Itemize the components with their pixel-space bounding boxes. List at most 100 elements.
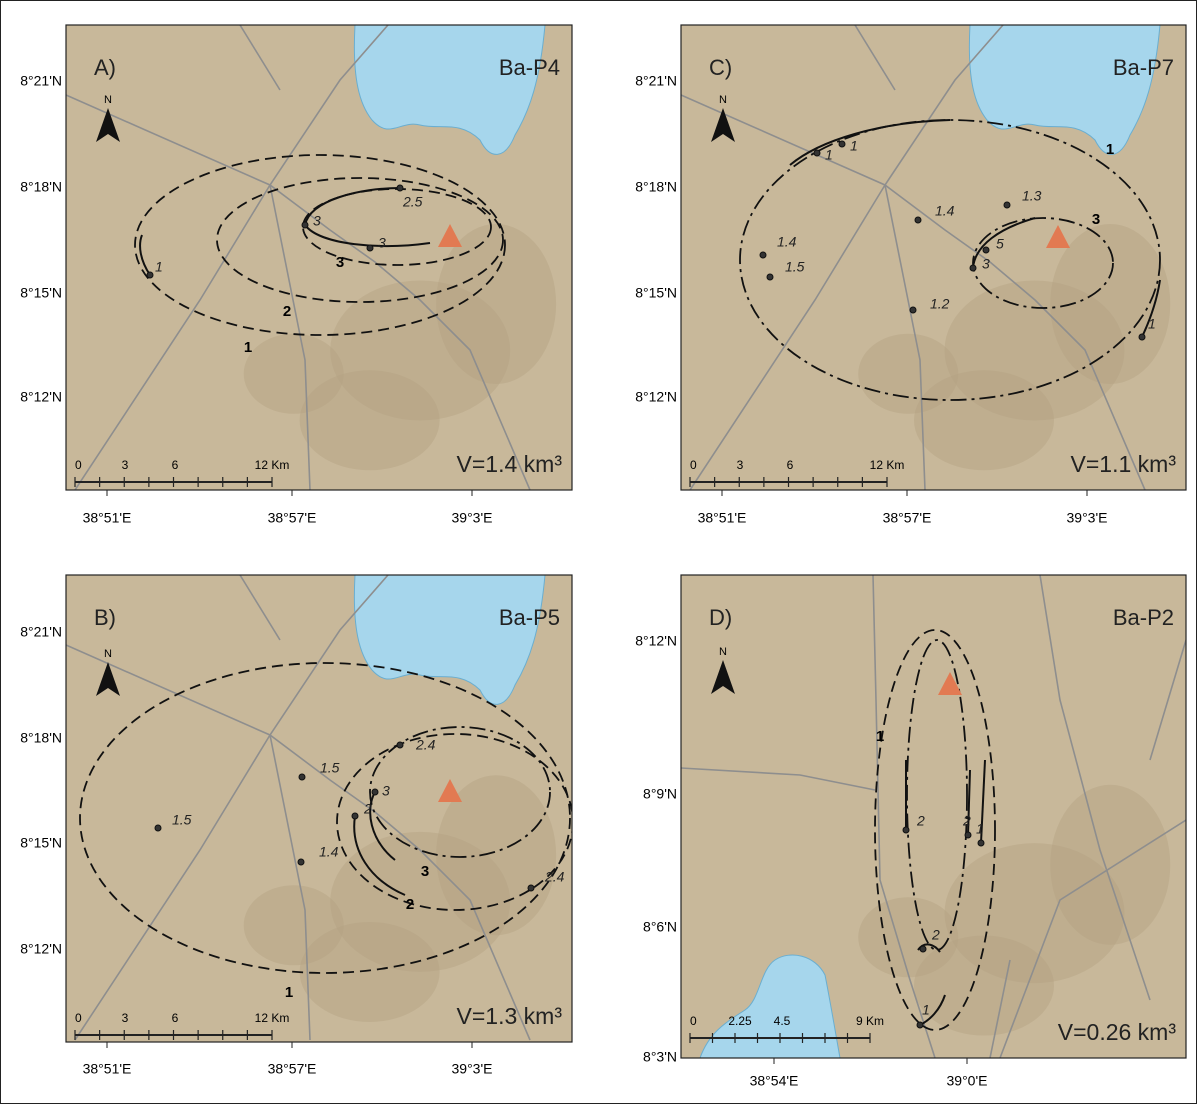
- map-panel: NB)Ba-P5V=1.3 km³8°21'N8°18'N8°15'N8°12'…: [20, 575, 573, 1077]
- thickness-label: 2.4: [415, 737, 436, 753]
- thickness-label: 3: [982, 256, 990, 272]
- map-area: [681, 575, 1186, 1058]
- sample-point: [760, 252, 766, 258]
- scale-label: 2.25: [728, 1014, 752, 1028]
- sample-point: [917, 1022, 923, 1028]
- lat-label: 8°12'N: [635, 389, 677, 405]
- map-panel: NA)Ba-P4V=1.4 km³8°21'N8°18'N8°15'N8°12'…: [20, 25, 572, 526]
- lon-label: 39°0'E: [947, 1073, 988, 1089]
- lon-label: 38°51'E: [83, 510, 132, 526]
- lat-label: 8°15'N: [20, 285, 62, 301]
- thickness-label: 1: [850, 138, 858, 154]
- isopach-label: 3: [421, 863, 429, 880]
- thickness-label: 3: [378, 235, 386, 251]
- lon-label: 39°3'E: [1067, 510, 1108, 526]
- lat-label: 8°18'N: [20, 179, 62, 195]
- sample-point: [983, 247, 989, 253]
- thickness-label: 3: [382, 783, 390, 799]
- sample-point: [397, 742, 403, 748]
- lon-label: 38°51'E: [698, 510, 747, 526]
- sample-point: [915, 217, 921, 223]
- thickness-label: 2: [916, 813, 925, 829]
- sample-name: Ba-P5: [499, 605, 560, 630]
- panel-label: A): [94, 55, 116, 80]
- thickness-label: 1.5: [172, 812, 192, 828]
- lon-label: 39°3'E: [452, 510, 493, 526]
- isopach-label: 1: [285, 984, 293, 1001]
- thickness-label: 1.5: [320, 760, 340, 776]
- thickness-label: 2: [363, 801, 372, 817]
- thickness-label: 1.4: [777, 234, 797, 250]
- volume: V=0.26 km³: [1058, 1019, 1177, 1045]
- lat-label: 8°15'N: [20, 835, 62, 851]
- thickness-label: 3: [313, 213, 321, 229]
- lon-label: 38°54'E: [750, 1073, 799, 1089]
- sample-point: [910, 307, 916, 313]
- sample-point: [814, 150, 820, 156]
- lat-label: 8°15'N: [635, 285, 677, 301]
- thickness-label: 2: [962, 813, 971, 829]
- scale-label: 3: [737, 458, 744, 472]
- scale-label: 6: [172, 1011, 179, 1025]
- volume: V=1.3 km³: [457, 1003, 563, 1029]
- relief-shade: [244, 334, 344, 414]
- thickness-label: 1.5: [785, 259, 805, 275]
- sample-point: [920, 946, 926, 952]
- isopach-label: 1: [1106, 141, 1114, 158]
- map-panel: ND)Ba-P2V=0.26 km³8°12'N8°9'N8°6'N8°3'N3…: [635, 575, 1186, 1089]
- lat-label: 8°9'N: [643, 786, 677, 802]
- scale-label: 0: [690, 458, 697, 472]
- volume: V=1.1 km³: [1071, 451, 1177, 477]
- isopach-label: 2: [406, 896, 414, 913]
- map-area: [66, 575, 573, 1042]
- sample-point: [1139, 334, 1145, 340]
- isopach-label: 2: [283, 303, 291, 320]
- isopach-label: 1: [244, 339, 252, 356]
- lat-label: 8°12'N: [20, 389, 62, 405]
- sample-name: Ba-P4: [499, 55, 560, 80]
- north-label: N: [104, 648, 112, 660]
- thickness-label: 2.5: [402, 194, 423, 210]
- sample-point: [372, 789, 378, 795]
- lat-label: 8°18'N: [20, 730, 62, 746]
- lon-label: 39°3'E: [452, 1061, 493, 1077]
- scale-label: 0: [690, 1014, 697, 1028]
- map-panel: NC)Ba-P7V=1.1 km³8°21'N8°18'N8°15'N8°12'…: [635, 25, 1186, 526]
- relief-shade: [858, 334, 958, 414]
- lat-label: 8°3'N: [643, 1049, 677, 1065]
- scale-label: 9 Km: [856, 1014, 884, 1028]
- thickness-label: 1: [825, 147, 833, 163]
- sample-name: Ba-P7: [1113, 55, 1174, 80]
- sample-point: [1004, 202, 1010, 208]
- thickness-label: 1.4: [319, 844, 339, 860]
- scale-label: 0: [75, 1011, 82, 1025]
- thickness-label: 1: [1148, 316, 1156, 332]
- sample-point: [767, 274, 773, 280]
- relief-shade: [858, 897, 958, 977]
- sample-point: [970, 265, 976, 271]
- panel-label: D): [709, 605, 732, 630]
- sample-point: [155, 825, 161, 831]
- lon-label: 38°57'E: [268, 510, 317, 526]
- thickness-label: 1: [922, 1002, 930, 1018]
- scale-label: 12 Km: [870, 458, 905, 472]
- thickness-label: 1.2: [930, 296, 950, 312]
- sample-point: [298, 859, 304, 865]
- relief-shade: [1050, 785, 1170, 945]
- thickness-label: 2: [931, 927, 940, 943]
- lon-label: 38°57'E: [883, 510, 932, 526]
- thickness-label: 1: [155, 259, 163, 275]
- relief-shade: [436, 224, 556, 384]
- map-area: [66, 25, 572, 490]
- sample-point: [397, 185, 403, 191]
- thickness-label: 1.3: [1022, 188, 1042, 204]
- lat-label: 8°21'N: [20, 73, 62, 89]
- scale-label: 3: [122, 1011, 129, 1025]
- sample-point: [528, 885, 534, 891]
- thickness-label: 5: [996, 236, 1004, 252]
- scale-label: 3: [122, 458, 129, 472]
- scale-label: 4.5: [774, 1014, 791, 1028]
- sample-point: [352, 813, 358, 819]
- thickness-label: 2.4: [544, 869, 565, 885]
- lat-label: 8°21'N: [635, 73, 677, 89]
